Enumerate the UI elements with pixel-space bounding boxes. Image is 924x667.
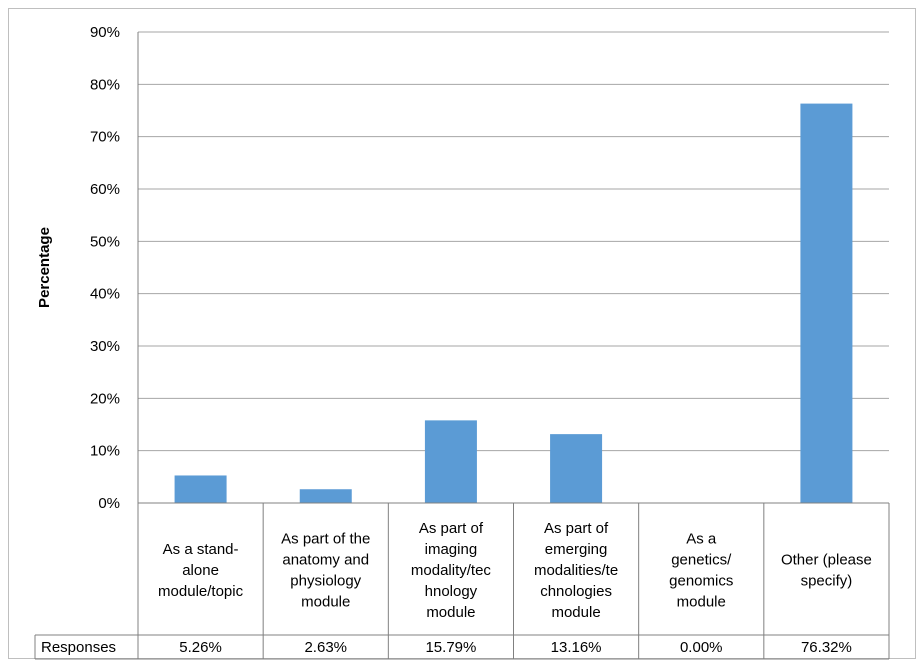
y-tick-label: 80% xyxy=(90,76,120,93)
data-value-cell: 15.79% xyxy=(425,639,476,656)
category-label: As part of emerging modalities/te chnologie… xyxy=(534,520,618,621)
chart-frame xyxy=(8,8,916,659)
category-label-line: module xyxy=(551,604,600,621)
y-tick-label: 30% xyxy=(90,338,120,355)
y-tick-label: 20% xyxy=(90,390,120,407)
data-value-cell: 0.00% xyxy=(680,639,723,656)
data-value-cell: 2.63% xyxy=(304,639,347,656)
category-label-line: genetics/ xyxy=(671,552,732,569)
category-label-line: modality/tec xyxy=(411,562,492,579)
category-label: As part of imaging modality/tec hnology modu… xyxy=(411,520,492,621)
bars xyxy=(174,103,853,503)
category-label-line: As part of the xyxy=(281,531,370,548)
category-label-line: As part of xyxy=(544,520,609,537)
category-label-line: As a stand- xyxy=(163,541,239,558)
category-label-line: chnologies xyxy=(540,583,612,600)
series-name-cell: Responses xyxy=(41,639,116,656)
y-tick-label: 40% xyxy=(90,286,120,303)
category-label-line: Other (please xyxy=(781,552,872,569)
bar xyxy=(800,103,853,503)
category-label-line: hnology xyxy=(425,583,478,600)
gridlines xyxy=(138,31,889,452)
category-label-line: alone xyxy=(182,562,219,579)
data-value-cell: 13.16% xyxy=(551,639,602,656)
data-value-cell: 76.32% xyxy=(801,639,852,656)
y-tick-label: 0% xyxy=(98,495,120,512)
y-axis-title: Percentage xyxy=(36,227,53,308)
category-label-line: module xyxy=(301,594,350,611)
data-value-cell: 5.26% xyxy=(179,639,222,656)
category-label: As part of the anatomy and physiology modul… xyxy=(281,531,370,611)
category-label-line: module xyxy=(677,594,726,611)
labels: 0% 10% 20% 30% 40% 50% 60% 70% 80% 90% As a stand-… xyxy=(41,24,872,656)
y-tick-label: 90% xyxy=(90,24,120,41)
category-label-line: module xyxy=(426,604,475,621)
category-label: As a genetics/genomics module xyxy=(669,531,733,611)
category-label-line: anatomy and xyxy=(282,552,369,569)
bar xyxy=(424,420,477,503)
category-label-line: physiology xyxy=(290,573,361,590)
category-label-line: specify) xyxy=(801,573,853,590)
axes xyxy=(34,32,890,660)
category-label: As a stand-alone module/topic xyxy=(158,541,244,600)
category-label: Other (please specify) xyxy=(781,552,872,590)
y-tick-label: 70% xyxy=(90,129,120,146)
category-label-line: emerging xyxy=(545,541,608,558)
category-label-line: imaging xyxy=(425,541,478,558)
category-label-line: modalities/te xyxy=(534,562,618,579)
category-label-line: genomics xyxy=(669,573,733,590)
bar xyxy=(550,434,603,503)
category-label-line: As part of xyxy=(419,520,484,537)
category-label-line: As a xyxy=(686,531,717,548)
y-tick-label: 50% xyxy=(90,233,120,250)
y-tick-label: 10% xyxy=(90,443,120,460)
y-tick-label: 60% xyxy=(90,181,120,198)
bar xyxy=(174,475,227,503)
category-label-line: module/topic xyxy=(158,583,244,600)
bar xyxy=(299,489,352,503)
